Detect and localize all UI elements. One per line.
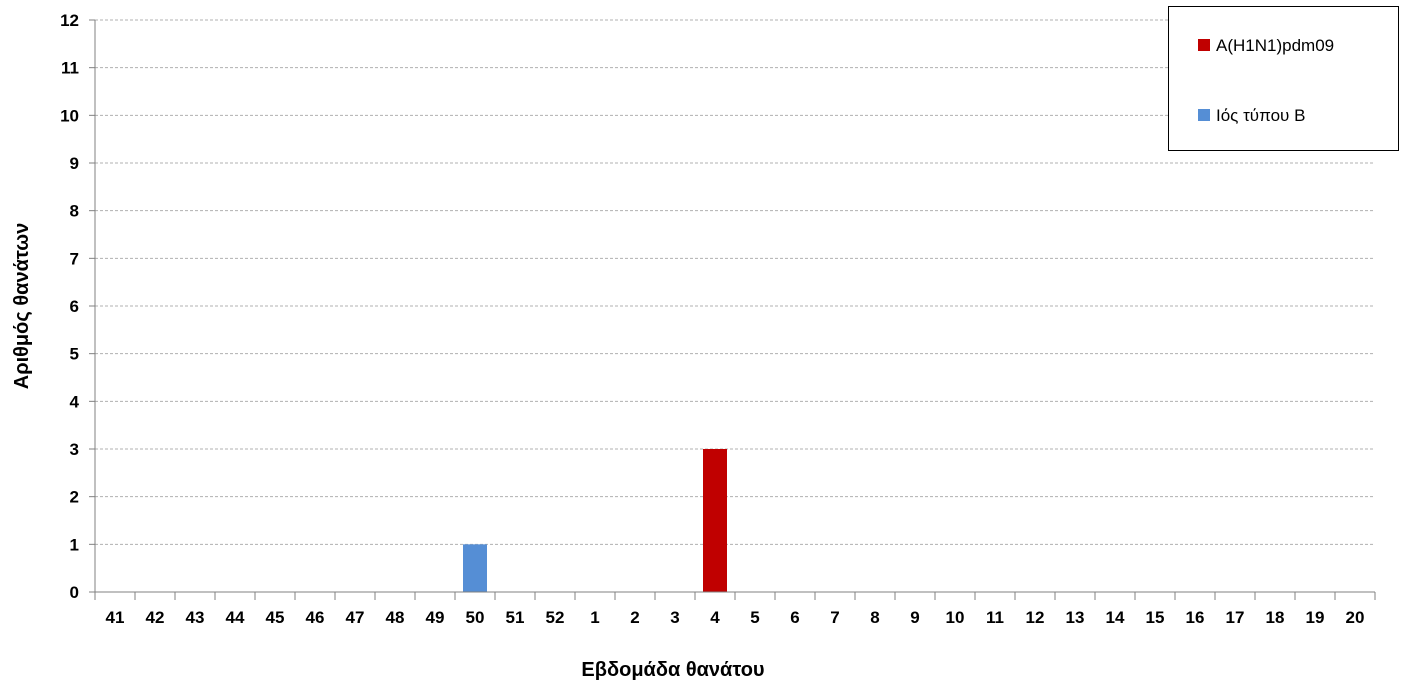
y-tick-label-11: 11 (61, 59, 79, 78)
legend-label-influenza-b: Ιός τύπου Β (1216, 106, 1305, 125)
x-tick-label-46: 46 (306, 608, 325, 627)
y-tick-label-0: 0 (70, 583, 79, 602)
x-tick-label-48: 48 (386, 608, 405, 627)
x-tick-label-13: 13 (1066, 608, 1085, 627)
x-axis-ticks: 41 42 43 44 45 46 47 48 49 50 51 52 1 2 3 4 5 6 7 8 9 10 11 12 1… (106, 608, 1365, 627)
x-tick-label-14: 14 (1106, 608, 1125, 627)
y-tick-label-4: 4 (70, 392, 80, 411)
legend-swatch-a-h1n1-pdm09 (1198, 39, 1210, 51)
x-tick-label-19: 19 (1306, 608, 1325, 627)
x-tick-label-4: 4 (710, 608, 720, 627)
x-tick-label-18: 18 (1266, 608, 1285, 627)
x-axis-category-separators (94, 592, 1376, 600)
x-tick-label-45: 45 (266, 608, 285, 627)
x-tick-label-6: 6 (790, 608, 799, 627)
x-axis-title: Εβδομάδα θανάτου (581, 659, 764, 681)
y-tick-label-1: 1 (70, 535, 79, 554)
x-tick-label-43: 43 (186, 608, 205, 627)
legend-label-a-h1n1-pdm09: A(H1N1)pdm09 (1216, 36, 1334, 55)
legend-swatch-influenza-b (1198, 109, 1210, 121)
x-tick-label-11: 11 (986, 608, 1004, 627)
y-tick-label-12: 12 (60, 11, 79, 30)
bars (463, 449, 727, 592)
x-tick-label-49: 49 (426, 608, 445, 627)
y-tick-label-9: 9 (70, 154, 79, 173)
x-tick-label-50: 50 (466, 608, 485, 627)
x-tick-label-2: 2 (630, 608, 639, 627)
y-tick-label-2: 2 (70, 488, 79, 507)
x-tick-label-51: 51 (506, 608, 525, 627)
y-tick-label-3: 3 (70, 440, 79, 459)
y-tick-label-6: 6 (70, 297, 79, 316)
x-tick-label-44: 44 (226, 608, 245, 627)
y-tick-label-10: 10 (60, 106, 79, 125)
x-tick-label-16: 16 (1186, 608, 1205, 627)
x-tick-label-10: 10 (946, 608, 965, 627)
x-tick-label-52: 52 (546, 608, 565, 627)
legend-box (1168, 6, 1399, 151)
y-tick-label-5: 5 (70, 345, 79, 364)
bar-series1-week-50 (463, 544, 487, 592)
x-tick-label-41: 41 (106, 608, 125, 627)
x-tick-label-7: 7 (830, 608, 839, 627)
x-tick-label-3: 3 (670, 608, 679, 627)
x-tick-label-47: 47 (346, 608, 365, 627)
x-tick-label-5: 5 (750, 608, 759, 627)
y-tick-label-7: 7 (70, 249, 79, 268)
x-tick-label-15: 15 (1146, 608, 1165, 627)
bar-series0-week-4 (703, 449, 727, 592)
legend: A(H1N1)pdm09 Ιός τύπου Β (1168, 6, 1399, 151)
x-tick-label-12: 12 (1026, 608, 1045, 627)
gridlines (95, 19, 1375, 545)
x-tick-label-9: 9 (910, 608, 919, 627)
y-axis-title: Αριθμός θανάτων (11, 223, 33, 390)
x-tick-label-1: 1 (590, 608, 599, 627)
x-tick-label-42: 42 (146, 608, 165, 627)
x-tick-label-8: 8 (870, 608, 879, 627)
x-tick-label-20: 20 (1346, 608, 1365, 627)
y-tick-label-8: 8 (70, 202, 79, 221)
x-tick-label-17: 17 (1226, 608, 1245, 627)
